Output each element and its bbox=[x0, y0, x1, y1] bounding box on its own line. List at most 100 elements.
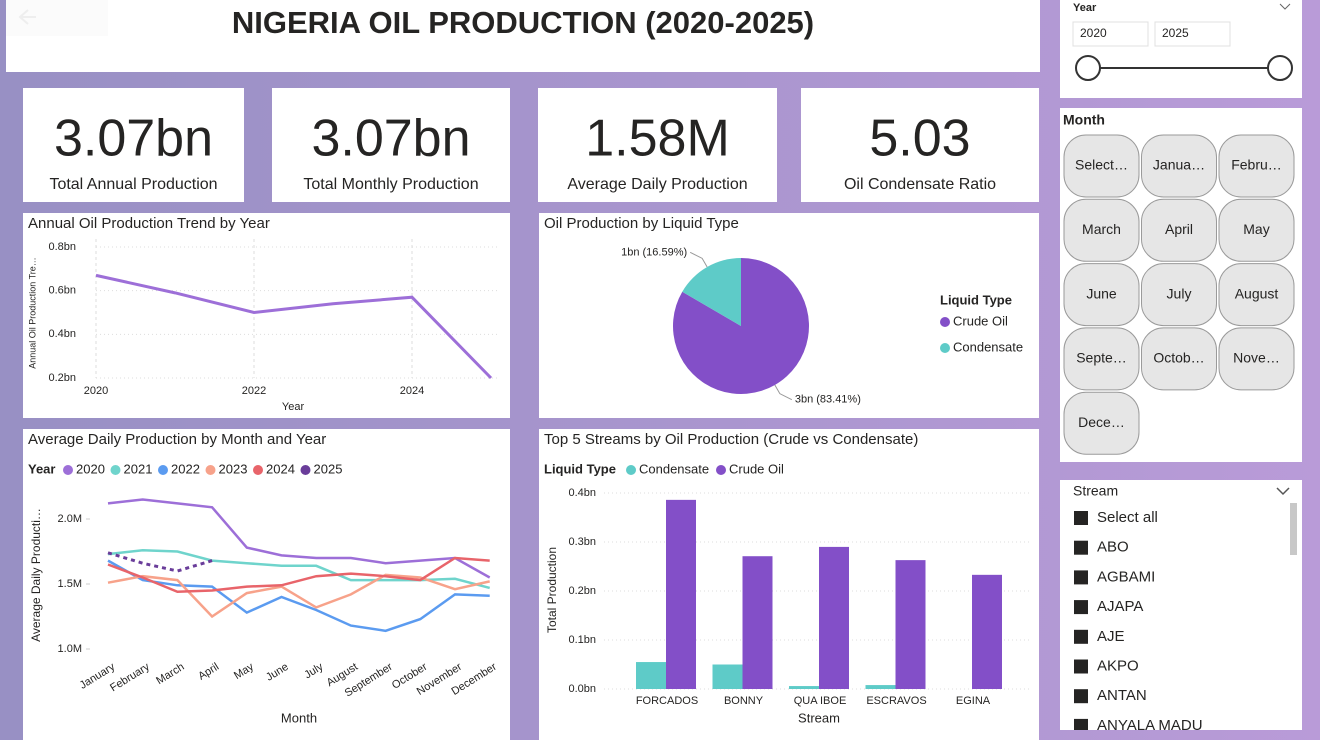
month-button[interactable] bbox=[1063, 263, 1140, 327]
stream-option[interactable]: ABO bbox=[1097, 539, 1129, 556]
month-option[interactable]: April bbox=[1165, 221, 1193, 237]
chart-title: Top 5 Streams by Oil Production (Crude v… bbox=[544, 431, 918, 448]
y-axis-label: Annual Oil Production Tre… bbox=[27, 257, 37, 369]
month-button[interactable] bbox=[1218, 263, 1295, 327]
checkbox[interactable] bbox=[1074, 689, 1088, 704]
y-tick-label: 0.4bn bbox=[48, 328, 76, 340]
month-option[interactable]: Nove… bbox=[1233, 350, 1280, 366]
y-tick-label: 0.2bn bbox=[48, 372, 76, 384]
y-axis-label: Average Daily Producti… bbox=[29, 508, 43, 642]
x-tick-label: 2022 bbox=[242, 385, 266, 397]
y-tick-label: 0.1bn bbox=[568, 634, 596, 646]
year-from: 2020 bbox=[1080, 26, 1107, 40]
month-button[interactable] bbox=[1063, 134, 1140, 198]
year-input[interactable] bbox=[1072, 21, 1149, 47]
stream-option[interactable]: Select all bbox=[1097, 509, 1158, 526]
legend-label: 2020 bbox=[76, 461, 105, 476]
month-button[interactable] bbox=[1141, 263, 1217, 327]
y-tick-label: 0.6bn bbox=[48, 285, 76, 297]
data-label: 3bn (83.41%) bbox=[795, 394, 861, 406]
bar bbox=[712, 664, 743, 689]
stream-option[interactable]: AKPO bbox=[1097, 657, 1139, 674]
y-tick-label: 1.0M bbox=[58, 643, 82, 655]
slider-handle[interactable] bbox=[1075, 55, 1101, 81]
bar bbox=[895, 560, 926, 689]
bar bbox=[819, 546, 849, 689]
x-tick-label: 2024 bbox=[400, 385, 424, 397]
back-icon bbox=[18, 9, 36, 25]
month-button[interactable] bbox=[1063, 391, 1140, 455]
series-line bbox=[107, 551, 213, 573]
legend-label: Crude Oil bbox=[729, 461, 784, 476]
month-button[interactable] bbox=[1218, 134, 1295, 198]
year-input[interactable] bbox=[1154, 21, 1231, 47]
stream-option[interactable]: AJAPA bbox=[1097, 598, 1143, 615]
month-option[interactable]: August bbox=[1235, 285, 1279, 301]
x-tick-label: BONNY bbox=[724, 695, 764, 707]
checkbox[interactable] bbox=[1074, 540, 1088, 555]
x-tick-label: QUA IBOE bbox=[794, 695, 847, 707]
kpi-card bbox=[538, 88, 777, 202]
slider-handle[interactable] bbox=[1267, 55, 1293, 81]
month-option[interactable]: Dece… bbox=[1078, 414, 1125, 430]
y-tick-label: 1.5M bbox=[58, 578, 82, 590]
stream-option[interactable]: AGBAMI bbox=[1097, 568, 1155, 585]
y-tick-label: 2.0M bbox=[58, 513, 82, 525]
month-button[interactable] bbox=[1141, 198, 1217, 262]
x-axis-label: Year bbox=[282, 401, 305, 413]
slicer-title: Month bbox=[1063, 112, 1105, 128]
month-button[interactable] bbox=[1218, 198, 1295, 262]
kpi-card bbox=[272, 88, 510, 202]
checkbox[interactable] bbox=[1074, 629, 1088, 644]
month-option[interactable]: Janua… bbox=[1153, 157, 1205, 173]
year-to: 2025 bbox=[1162, 26, 1189, 40]
legend-title: Year bbox=[28, 461, 55, 476]
y-axis-label: Total Production bbox=[545, 547, 559, 633]
x-axis-label: Month bbox=[281, 710, 317, 725]
checkbox[interactable] bbox=[1074, 570, 1088, 585]
month-option[interactable]: July bbox=[1167, 285, 1192, 301]
month-button[interactable] bbox=[1063, 327, 1140, 391]
year-slicer bbox=[1060, 0, 1302, 98]
legend-marker bbox=[626, 465, 636, 475]
legend-label: 2021 bbox=[124, 461, 153, 476]
chevron bbox=[1276, 487, 1290, 496]
legend-title: Liquid Type bbox=[544, 461, 616, 476]
x-tick-label: FORCADOS bbox=[636, 695, 698, 707]
checkbox[interactable] bbox=[1074, 659, 1088, 674]
month-button[interactable] bbox=[1141, 327, 1217, 391]
legend-marker bbox=[940, 317, 950, 327]
month-button[interactable] bbox=[1063, 198, 1140, 262]
y-tick-label: 0.4bn bbox=[568, 487, 596, 499]
month-option[interactable]: Febru… bbox=[1231, 157, 1282, 173]
legend-label: 2025 bbox=[314, 461, 343, 476]
kpi-label: Total Annual Production bbox=[49, 176, 217, 193]
chart-title: Average Daily Production by Month and Ye… bbox=[28, 431, 326, 448]
legend-label: Condensate bbox=[953, 339, 1023, 354]
month-button[interactable] bbox=[1218, 327, 1295, 391]
legend-marker bbox=[110, 465, 121, 475]
stream-option[interactable]: ANTAN bbox=[1097, 687, 1147, 704]
x-axis-label: Stream bbox=[798, 710, 840, 725]
month-option[interactable]: May bbox=[1243, 221, 1269, 237]
kpi-value: 3.07bn bbox=[54, 110, 213, 168]
stream-option[interactable]: AJE bbox=[1097, 628, 1125, 645]
month-option[interactable]: Octob… bbox=[1153, 350, 1204, 366]
bar bbox=[742, 556, 773, 689]
x-tick-label: 2020 bbox=[84, 385, 108, 397]
bar bbox=[789, 686, 819, 689]
month-option[interactable]: Septe… bbox=[1076, 350, 1127, 366]
month-option[interactable]: March bbox=[1082, 221, 1121, 237]
month-button[interactable] bbox=[1141, 134, 1217, 198]
checkbox[interactable] bbox=[1074, 718, 1088, 733]
data-label: 1bn (16.59%) bbox=[621, 246, 687, 258]
month-option[interactable]: June bbox=[1086, 285, 1117, 301]
stream-option[interactable]: ANYALA MADU bbox=[1097, 717, 1203, 734]
checkbox[interactable] bbox=[1074, 600, 1088, 615]
month-option[interactable]: Select… bbox=[1075, 157, 1128, 173]
legend-label: Condensate bbox=[639, 461, 709, 476]
checkbox[interactable] bbox=[1074, 511, 1088, 525]
chart-panel bbox=[23, 429, 510, 740]
